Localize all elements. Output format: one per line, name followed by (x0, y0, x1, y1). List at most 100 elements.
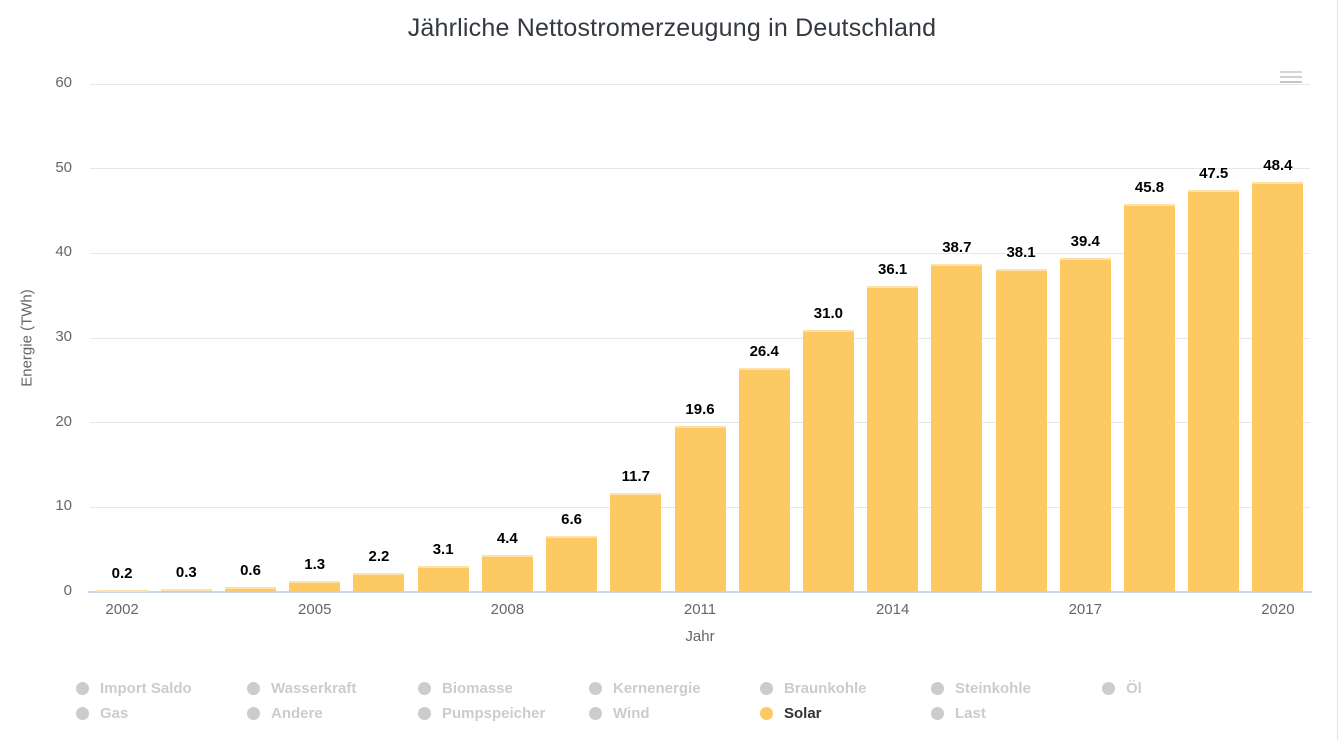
legend-item-label: Solar (784, 704, 822, 722)
legend-item-label: Biomasse (442, 679, 513, 697)
bar-value-label: 0.3 (175, 564, 197, 582)
legend-item-label: Pumpspeicher (442, 704, 546, 722)
gridline (90, 337, 1310, 339)
bar-value-label: 4.4 (496, 529, 518, 547)
bar-2020[interactable] (1252, 182, 1304, 592)
bar-value-label: 2.2 (368, 548, 390, 566)
page-right-border (1337, 0, 1338, 740)
legend-item-label: Braunkohle (784, 679, 867, 697)
gridline (90, 422, 1310, 424)
x-axis-tick-label: 2008 (490, 601, 525, 618)
bar-2006[interactable] (353, 573, 405, 592)
legend-marker-icon (247, 681, 260, 695)
bar-2010[interactable] (610, 492, 662, 592)
legend-item-wasserkraft[interactable]: Wasserkraft (247, 678, 356, 698)
bar-value-label: 38.7 (942, 239, 972, 257)
bar-value-label: 48.4 (1263, 157, 1293, 175)
gridline (90, 168, 1310, 170)
legend-item-pumpspeicher[interactable]: Pumpspeicher (418, 703, 545, 723)
bar-2009[interactable] (546, 536, 598, 592)
bar-value-label: 38.1 (1006, 244, 1036, 262)
legend-item-gas[interactable]: Gas (76, 703, 128, 723)
x-axis-tick-label: 2017 (1068, 601, 1102, 618)
chart-title: Jährliche Nettostromerzeugung in Deutsch… (407, 14, 937, 42)
gridline (90, 83, 1310, 85)
legend-item-braunkohle[interactable]: Braunkohle (760, 678, 867, 698)
y-axis-tick-label: 60 (55, 74, 72, 91)
bar-value-label: 0.2 (111, 565, 133, 583)
bar-2002[interactable] (96, 590, 148, 592)
y-axis-tick-label: 40 (55, 243, 72, 261)
x-axis-tick-label: 2020 (1261, 601, 1295, 618)
bar-2016[interactable] (995, 269, 1047, 592)
legend-item-label: Wind (613, 704, 650, 722)
legend-item-label: Gas (100, 704, 129, 722)
bar-value-label: 1.3 (304, 555, 326, 573)
bar-value-label: 45.8 (1134, 179, 1165, 197)
gridline (90, 252, 1310, 254)
legend-marker-icon (589, 681, 602, 695)
bar-2008[interactable] (481, 554, 533, 592)
legend-item-label: Last (955, 704, 986, 722)
legend-marker-icon (931, 681, 944, 695)
x-axis-tick-label: 2014 (875, 601, 910, 618)
legend-marker-icon (1102, 681, 1115, 695)
legend-item-last[interactable]: Last (931, 703, 986, 723)
bar-2019[interactable] (1188, 189, 1240, 592)
legend-item-label: Öl (1126, 679, 1142, 697)
bar-2015[interactable] (931, 264, 983, 592)
legend-marker-icon (760, 706, 773, 720)
legend-marker-icon (418, 681, 431, 695)
legend-item-import-saldo[interactable]: Import Saldo (76, 678, 192, 698)
bar-2012[interactable] (738, 368, 790, 592)
context-menu-button[interactable] (1276, 71, 1306, 94)
x-axis-tick-label: 2002 (105, 601, 139, 618)
bar-value-label: 3.1 (432, 540, 454, 558)
legend-marker-icon (418, 706, 431, 720)
legend-item-solar[interactable]: Solar (760, 703, 822, 723)
bar-2013[interactable] (802, 329, 854, 592)
legend-item-label: Wasserkraft (271, 679, 357, 697)
legend-item-steinkohle[interactable]: Steinkohle (931, 678, 1031, 698)
legend-marker-icon (76, 681, 89, 695)
y-axis-tick-label: 0 (63, 582, 72, 599)
y-axis-tick-label: 10 (55, 497, 72, 515)
bar-value-label: 47.5 (1199, 164, 1229, 182)
y-axis-tick-label: 30 (55, 328, 72, 345)
bar-value-label: 0.6 (240, 561, 261, 579)
legend-item-wind[interactable]: Wind (589, 703, 650, 723)
legend-item-öl[interactable]: Öl (1102, 678, 1142, 698)
y-axis-tick-label: 20 (55, 412, 72, 430)
bar-value-label: 11.7 (621, 467, 650, 485)
x-axis-tick-label: 2005 (298, 601, 332, 618)
legend-item-biomasse[interactable]: Biomasse (418, 678, 513, 698)
bar-value-label: 31.0 (813, 304, 843, 322)
bar-value-label: 36.1 (878, 261, 908, 279)
legend-item-label: Andere (271, 704, 323, 722)
legend-item-label: Steinkohle (955, 679, 1031, 697)
bar-2011[interactable] (674, 426, 726, 592)
bar-value-label: 19.6 (685, 401, 715, 419)
legend-marker-icon (931, 706, 944, 720)
bar-2003[interactable] (160, 589, 212, 592)
bar-value-label: 26.4 (749, 343, 779, 361)
bar-2018[interactable] (1123, 204, 1175, 592)
hamburger-icon (1280, 71, 1302, 83)
bar-2007[interactable] (417, 565, 469, 592)
bar-2004[interactable] (225, 586, 277, 592)
bar-value-label: 6.6 (561, 511, 582, 529)
bar-value-label: 39.4 (1070, 233, 1100, 251)
bar-2014[interactable] (867, 286, 919, 592)
y-axis-tick-label: 50 (55, 158, 72, 176)
bar-2005[interactable] (289, 580, 341, 592)
legend-marker-icon (247, 706, 260, 720)
x-axis-line (88, 591, 1312, 593)
legend-marker-icon (589, 706, 602, 720)
legend-marker-icon (76, 706, 89, 720)
legend-item-label: Import Saldo (100, 679, 192, 697)
legend-item-label: Kernenergie (613, 679, 701, 697)
bar-2017[interactable] (1059, 258, 1111, 592)
legend-item-kernenergie[interactable]: Kernenergie (589, 678, 701, 698)
legend-item-andere[interactable]: Andere (247, 703, 323, 723)
